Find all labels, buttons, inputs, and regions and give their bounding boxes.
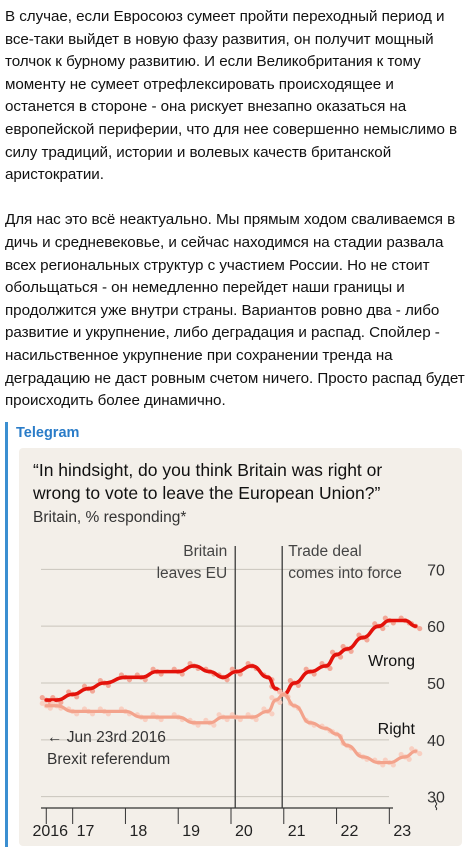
paragraph-gap bbox=[5, 187, 467, 210]
series-right-line bbox=[44, 692, 418, 765]
link-preview-site-name[interactable]: Telegram bbox=[16, 425, 80, 441]
y-tick-label-50: 50 bbox=[427, 676, 445, 693]
message-paragraph-1: В случае, если Евросоюз сумеет пройти пе… bbox=[5, 8, 458, 184]
chart-subtitle: Britain, % responding* bbox=[33, 509, 186, 526]
x-tick-label-4: 20 bbox=[235, 823, 253, 840]
series-right-point-15-0 bbox=[269, 695, 275, 701]
series-right-point-25-2 bbox=[406, 756, 412, 762]
axis-break-icon: ⌇ bbox=[433, 798, 439, 813]
event-label-0-1: leaves EU bbox=[157, 565, 228, 582]
series-right-point-14-2 bbox=[269, 711, 275, 717]
x-tick-label-2: 18 bbox=[129, 823, 147, 840]
x-tick-label-3: 19 bbox=[182, 823, 200, 840]
series-right-point-26-0 bbox=[409, 746, 415, 752]
series-wrong-line bbox=[44, 618, 418, 702]
event-label-0-0: Britain bbox=[183, 543, 227, 560]
x-tick-label-5: 21 bbox=[288, 823, 306, 840]
event-label-1-1: comes into force bbox=[288, 565, 402, 582]
message-text: В случае, если Евросоюз сумеет пройти пе… bbox=[5, 6, 467, 413]
message-paragraph-2: Для нас это всё неактуально. Мы прямым х… bbox=[5, 211, 465, 410]
series-label-right: Right bbox=[378, 721, 416, 738]
series-right-point-26-2 bbox=[417, 750, 423, 757]
event-label-1-0: Trade deal bbox=[288, 543, 362, 560]
series-wrong-point-19-2 bbox=[327, 665, 333, 671]
link-preview[interactable]: Telegram “In hindsight, do you think Bri… bbox=[5, 422, 467, 847]
series-right-point-15-2 bbox=[277, 699, 283, 706]
series-right-point-16-0 bbox=[277, 689, 283, 695]
y-tick-label-40: 40 bbox=[427, 733, 445, 750]
chart-image[interactable]: “In hindsight, do you think Britain was … bbox=[19, 448, 462, 846]
y-tick-label-60: 60 bbox=[427, 619, 445, 636]
y-tick-label-30: 30 bbox=[427, 790, 445, 807]
chart-title-line-1: “In hindsight, do you think Britain was … bbox=[33, 460, 382, 480]
chart-title-line-2: wrong to vote to leave the European Unio… bbox=[32, 483, 380, 503]
series-right-point-0-0 bbox=[39, 700, 45, 706]
series-label-wrong: Wrong bbox=[368, 653, 415, 670]
series-wrong-point-20-0 bbox=[329, 649, 336, 655]
x-tick-label-0: 2016 bbox=[32, 823, 68, 840]
series-wrong-point-17-0 bbox=[287, 678, 293, 684]
series-wrong-point-0-0 bbox=[39, 695, 45, 701]
brexit-chart: “In hindsight, do you think Britain was … bbox=[32, 460, 445, 840]
y-tick-label-70: 70 bbox=[427, 562, 445, 579]
x-tick-label-1: 17 bbox=[77, 823, 95, 840]
series-wrong-point-26-2 bbox=[417, 625, 423, 632]
annotation-line-0: ← Jun 23rd 2016 bbox=[47, 729, 166, 746]
x-tick-label-6: 22 bbox=[341, 823, 359, 840]
annotation-line-1: Brexit referendum bbox=[47, 751, 170, 768]
x-tick-label-7: 23 bbox=[393, 823, 411, 840]
